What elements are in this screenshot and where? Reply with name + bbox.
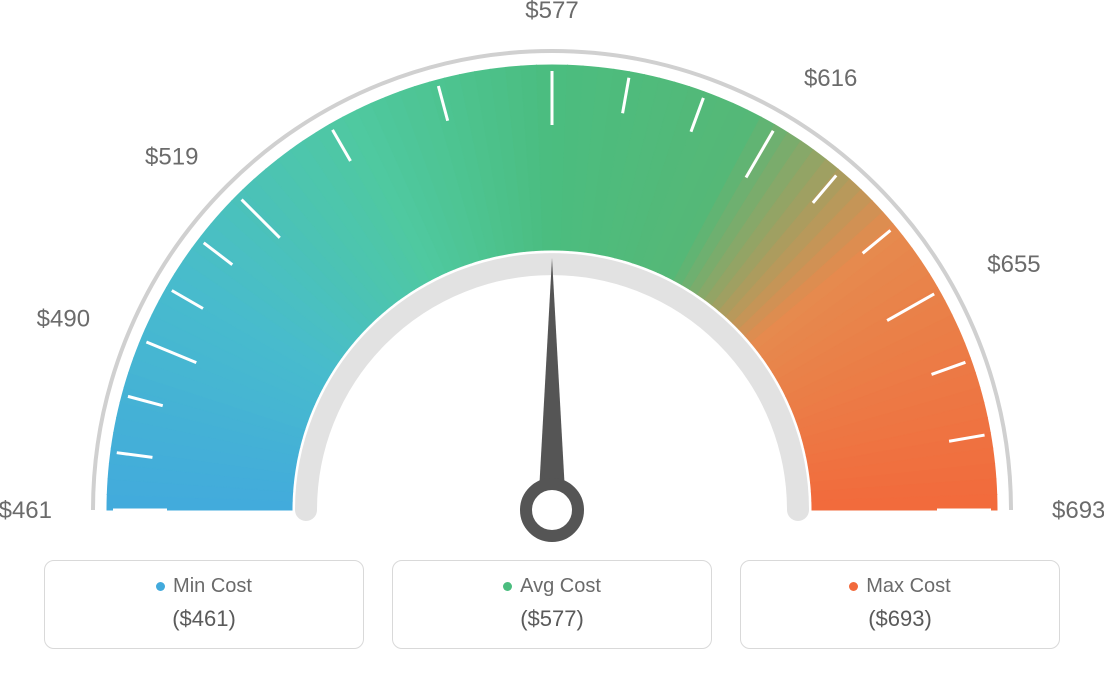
dot-icon [503,582,512,591]
dot-icon [849,582,858,591]
tick-label: $577 [525,0,578,24]
legend-card-min: Min Cost ($461) [44,560,364,649]
legend-title-avg: Avg Cost [503,575,601,598]
legend-card-max: Max Cost ($693) [740,560,1060,649]
gauge-svg: $461 $490 $519 $577 $616 $655 $693 [0,0,1104,560]
legend-value-avg: ($577) [403,606,701,632]
tick-label: $693 [1052,497,1104,524]
legend-title-min: Min Cost [156,575,252,598]
legend-card-avg: Avg Cost ($577) [392,560,712,649]
legend-label: Avg Cost [520,575,601,598]
tick-label: $461 [0,497,52,524]
legend-row: Min Cost ($461) Avg Cost ($577) Max Cost… [0,560,1104,669]
gauge-hub [526,484,578,536]
tick-label: $655 [987,251,1040,278]
dot-icon [156,582,165,591]
legend-label: Max Cost [866,575,950,598]
tick-label: $616 [804,65,857,92]
gauge-needle [538,258,566,510]
tick-label: $519 [145,143,198,170]
legend-label: Min Cost [173,575,252,598]
legend-value-min: ($461) [55,606,353,632]
gauge-container: $461 $490 $519 $577 $616 $655 $693 [0,0,1104,560]
legend-title-max: Max Cost [849,575,950,598]
tick-label: $490 [37,306,90,333]
legend-value-max: ($693) [751,606,1049,632]
